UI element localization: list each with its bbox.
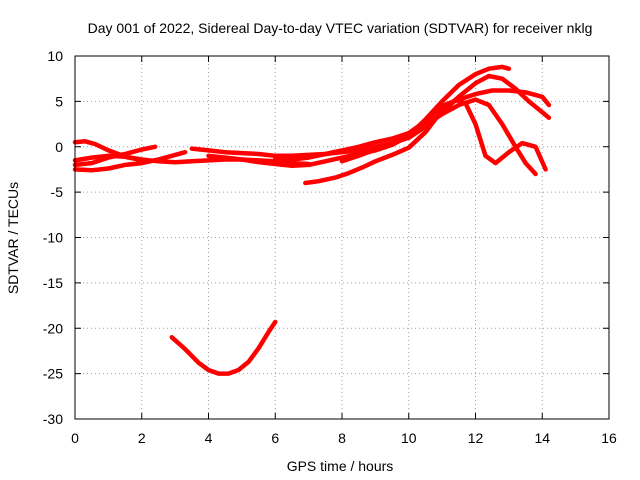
series-line-4 — [72, 153, 311, 167]
x-axis-title: GPS time / hours — [287, 458, 394, 474]
series-line-8 — [303, 97, 548, 186]
y-tick-label: -25 — [43, 366, 63, 382]
y-tick-label: 10 — [47, 48, 63, 64]
x-tick-label: 10 — [401, 430, 417, 446]
series-line-9 — [339, 97, 538, 177]
series-line-7 — [273, 88, 552, 162]
x-tick-label: 6 — [271, 430, 279, 446]
series-line-10 — [169, 319, 278, 376]
x-tick-label: 8 — [338, 430, 346, 446]
y-axis-title: SDTVAR / TECUs — [5, 182, 21, 294]
y-tick-label: -20 — [43, 320, 63, 336]
x-tick-label: 0 — [71, 430, 79, 446]
y-tick-label: 0 — [55, 139, 63, 155]
y-tick-label: -15 — [43, 275, 63, 291]
axis-ticks: 0 2 4 6 8 10 12 14 16 -30 -25 -20 -15 -10 -5 0 5 10 — [43, 48, 617, 446]
y-tick-label: -30 — [43, 411, 63, 427]
x-tick-label: 4 — [205, 430, 213, 446]
x-tick-label: 2 — [138, 430, 146, 446]
y-tick-label: 5 — [55, 93, 63, 109]
series-line-3 — [72, 149, 188, 173]
y-tick-label: -5 — [51, 184, 64, 200]
x-tick-label: 12 — [468, 430, 484, 446]
x-tick-label: 14 — [534, 430, 550, 446]
data-series — [72, 64, 552, 376]
y-tick-label: -10 — [43, 230, 63, 246]
x-tick-label: 16 — [601, 430, 617, 446]
chart-title: Day 001 of 2022, Sidereal Day-to-day VTE… — [88, 20, 593, 36]
